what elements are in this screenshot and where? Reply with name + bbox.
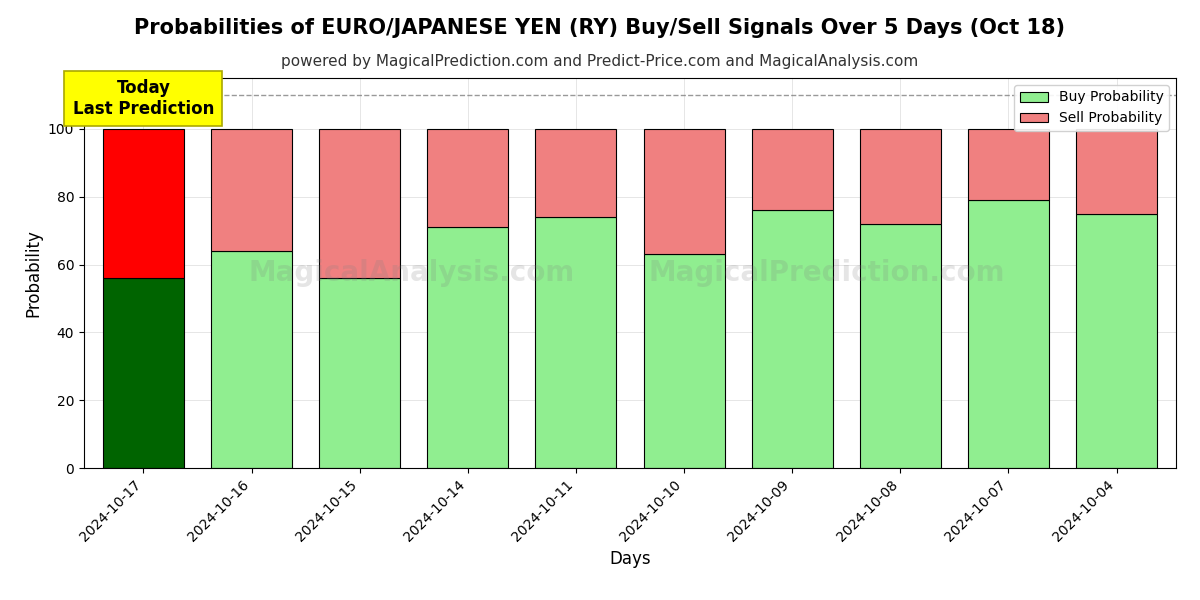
Bar [211,251,292,468]
Bar [968,200,1049,468]
Bar [751,129,833,210]
Text: MagicalAnalysis.com: MagicalAnalysis.com [248,259,575,287]
Bar [751,210,833,468]
Bar [427,227,509,468]
Bar [535,129,617,217]
Bar [211,129,292,251]
Text: Today
Last Prediction: Today Last Prediction [73,79,214,118]
Bar [319,278,401,468]
Bar [859,224,941,468]
Text: MagicalPrediction.com: MagicalPrediction.com [648,259,1004,287]
Bar [1076,129,1157,214]
Bar [643,254,725,468]
Text: powered by MagicalPrediction.com and Predict-Price.com and MagicalAnalysis.com: powered by MagicalPrediction.com and Pre… [281,54,919,69]
Text: Probabilities of EURO/JAPANESE YEN (RY) Buy/Sell Signals Over 5 Days (Oct 18): Probabilities of EURO/JAPANESE YEN (RY) … [134,18,1066,38]
X-axis label: Days: Days [610,550,650,568]
Bar [859,129,941,224]
Y-axis label: Probability: Probability [24,229,42,317]
Bar [103,129,184,278]
Bar [103,278,184,468]
Legend: Buy Probability, Sell Probability: Buy Probability, Sell Probability [1014,85,1169,131]
Bar [319,129,401,278]
Bar [535,217,617,468]
Bar [1076,214,1157,468]
Bar [427,129,509,227]
Bar [643,129,725,254]
Bar [968,129,1049,200]
